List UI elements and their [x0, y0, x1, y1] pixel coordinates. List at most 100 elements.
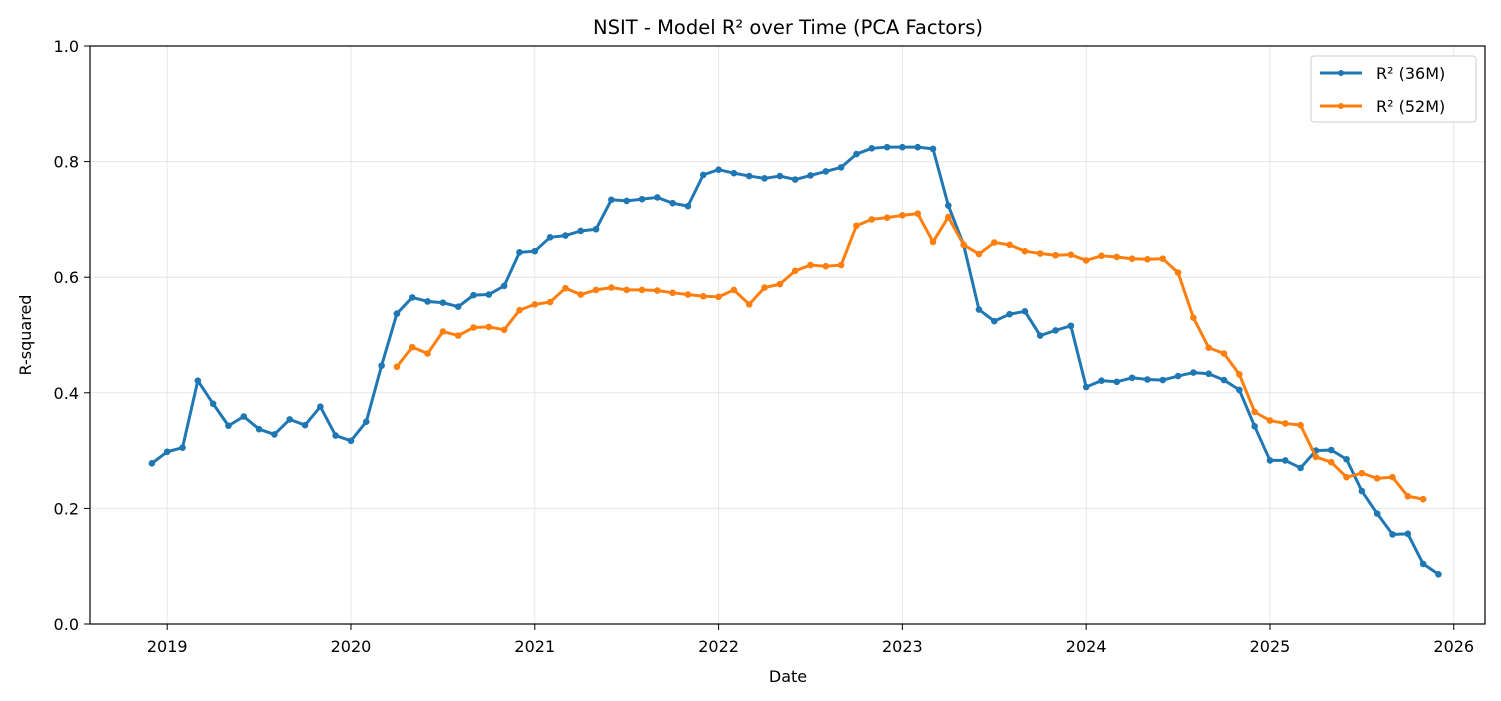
- y-tick-label: 1.0: [54, 37, 79, 56]
- data-point-r-36m: [822, 168, 830, 175]
- data-point-r-52m: [1419, 495, 1427, 503]
- data-point-r-52m: [1327, 458, 1335, 466]
- data-point-r-52m: [424, 350, 431, 357]
- x-tick-label: 2019: [147, 637, 188, 656]
- data-point-r-52m: [945, 213, 952, 221]
- data-point-r-52m: [1343, 473, 1350, 481]
- data-point-r-36m: [1052, 327, 1059, 334]
- data-point-r-52m: [1113, 253, 1121, 261]
- data-point-r-52m: [577, 291, 585, 298]
- series-lines: [148, 143, 1442, 578]
- data-point-r-52m: [1006, 241, 1013, 249]
- data-point-r-36m: [1082, 383, 1090, 391]
- data-point-r-36m: [332, 432, 339, 439]
- data-point-r-52m: [408, 343, 416, 351]
- data-point-r-52m: [791, 267, 799, 275]
- data-point-r-52m: [929, 238, 937, 246]
- data-point-r-36m: [408, 294, 416, 301]
- series-line-r-36m: [150, 145, 1440, 576]
- data-point-r-36m: [163, 448, 171, 456]
- data-point-r-36m: [531, 247, 539, 255]
- data-point-r-36m: [1036, 332, 1044, 339]
- data-point-r-36m: [807, 172, 814, 179]
- data-point-r-52m: [1082, 257, 1090, 264]
- data-point-r-36m: [1327, 446, 1335, 454]
- data-point-r-36m: [1419, 560, 1427, 568]
- x-tick-label: 2025: [1250, 637, 1291, 656]
- x-tick-label: 2026: [1433, 637, 1474, 656]
- data-point-r-52m: [638, 286, 646, 294]
- data-point-r-52m: [1128, 255, 1136, 262]
- x-tick-label: 2021: [514, 637, 555, 656]
- data-point-r-36m: [255, 425, 263, 433]
- data-point-r-36m: [1220, 376, 1228, 384]
- data-point-r-52m: [1021, 247, 1029, 255]
- data-point-r-52m: [730, 286, 738, 294]
- data-point-r-36m: [1128, 374, 1136, 382]
- data-point-r-36m: [271, 431, 278, 438]
- data-point-r-36m: [1159, 376, 1167, 384]
- data-point-r-52m: [883, 214, 891, 221]
- legend-marker-r2-36m: [1338, 70, 1344, 76]
- data-point-r-36m: [745, 172, 753, 180]
- data-point-r-36m: [1297, 464, 1304, 472]
- data-point-r-36m: [286, 416, 294, 423]
- data-point-r-36m: [470, 291, 477, 299]
- data-point-r-52m: [669, 289, 676, 297]
- data-point-r-36m: [1113, 378, 1121, 386]
- legend: R² (36M) R² (52M): [1310, 55, 1477, 123]
- data-point-r-52m: [1098, 252, 1105, 260]
- data-point-r-36m: [592, 225, 600, 233]
- data-point-r-36m: [546, 234, 554, 241]
- data-point-r-36m: [1174, 372, 1182, 380]
- data-point-r-52m: [470, 324, 477, 331]
- data-point-r-52m: [1389, 473, 1396, 481]
- data-point-r-36m: [1281, 457, 1289, 464]
- x-tick-label: 2022: [698, 637, 739, 656]
- data-point-r-52m: [990, 239, 998, 246]
- data-point-r-36m: [1205, 370, 1212, 378]
- data-point-r-52m: [1404, 492, 1412, 500]
- data-point-r-36m: [791, 176, 799, 183]
- data-point-r-52m: [1236, 371, 1243, 378]
- data-point-r-36m: [1373, 510, 1381, 517]
- data-point-r-52m: [1036, 250, 1044, 257]
- plot-frame: [89, 45, 1486, 625]
- data-point-r-52m: [485, 323, 493, 331]
- data-point-r-36m: [209, 400, 217, 408]
- data-point-r-36m: [347, 437, 355, 445]
- data-point-r-36m: [699, 171, 707, 179]
- data-point-r-52m: [393, 363, 401, 371]
- x-tick-label: 2024: [1066, 637, 1107, 656]
- data-point-r-36m: [669, 199, 676, 207]
- data-point-r-36m: [225, 422, 232, 430]
- data-point-r-36m: [485, 291, 493, 298]
- data-point-r-36m: [378, 362, 385, 369]
- data-point-r-52m: [715, 293, 722, 301]
- y-axis-label: R-squared: [16, 295, 35, 376]
- axis-ticks: 2019 2020 2021 2022 2023 2024 2025 2026 0.0 0.2 0.…: [54, 37, 1475, 656]
- data-point-r-36m: [1404, 530, 1412, 538]
- data-point-r-52m: [1174, 269, 1182, 276]
- data-point-r-36m: [1144, 376, 1151, 383]
- data-point-r-52m: [654, 287, 661, 294]
- data-point-r-52m: [1067, 251, 1075, 258]
- data-point-r-36m: [853, 150, 860, 158]
- x-axis-label: Date: [769, 667, 807, 686]
- data-point-r-36m: [868, 145, 876, 152]
- data-point-r-36m: [1236, 386, 1243, 394]
- data-point-r-52m: [745, 301, 753, 308]
- data-point-r-52m: [1312, 453, 1320, 461]
- legend-marker-r2-52m: [1338, 103, 1344, 109]
- data-point-r-36m: [715, 166, 722, 173]
- data-point-r-36m: [454, 303, 462, 310]
- data-point-r-52m: [623, 286, 630, 294]
- data-point-r-52m: [562, 284, 569, 292]
- data-point-r-36m: [562, 232, 569, 239]
- data-point-r-36m: [1098, 377, 1105, 384]
- data-point-r-36m: [975, 306, 983, 313]
- data-point-r-36m: [914, 143, 921, 151]
- data-point-r-52m: [837, 261, 845, 269]
- data-point-r-36m: [577, 227, 585, 235]
- data-point-r-36m: [500, 282, 508, 290]
